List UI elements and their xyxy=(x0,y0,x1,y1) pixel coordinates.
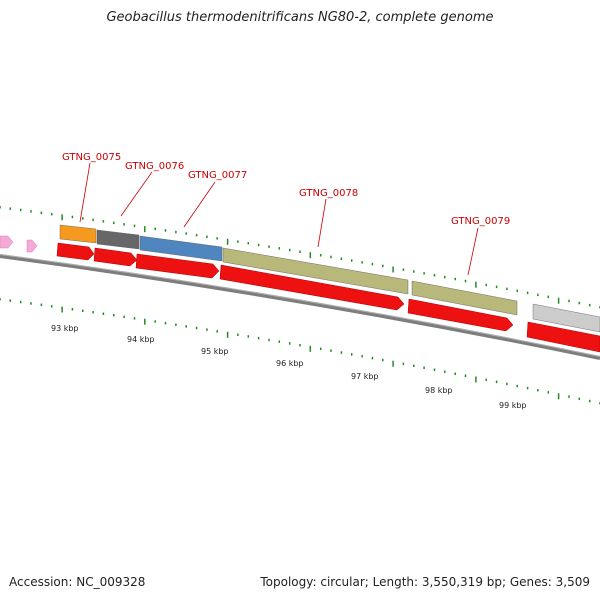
accession-label: Accession: NC_009328 xyxy=(9,575,146,589)
cds-arrow-gtng-0076[interactable] xyxy=(93,247,138,267)
gene-block-gtng-0077[interactable] xyxy=(139,235,223,262)
scale-label-96-kbp: 96 kbp xyxy=(276,359,304,368)
genome-backbone xyxy=(0,254,600,360)
leader-line-gtng-0079 xyxy=(467,227,479,276)
gene-block-gtng-0075[interactable] xyxy=(59,224,97,244)
scale-label-98-kbp: 98 kbp xyxy=(425,386,453,395)
cds-arrow-gtng-0079[interactable] xyxy=(407,298,514,332)
gene-label-gtng-0075[interactable]: GTNG_0075 xyxy=(62,152,121,163)
leader-line-gtng-0077 xyxy=(183,181,216,228)
pink-feature-arrow-1[interactable] xyxy=(0,235,14,249)
gene-block-gtng-0079[interactable] xyxy=(411,280,518,316)
gene-label-gtng-0079[interactable]: GTNG_0079 xyxy=(451,216,510,227)
inner-tick-ring xyxy=(0,298,600,405)
cds-arrow-next[interactable] xyxy=(526,321,600,353)
outer-tick-ring xyxy=(0,206,600,309)
cds-arrow-gtng-0078[interactable] xyxy=(219,264,405,311)
scale-label-94-kbp: 94 kbp xyxy=(127,335,155,344)
scale-label-97-kbp: 97 kbp xyxy=(351,372,379,381)
gene-label-gtng-0078[interactable]: GTNG_0078 xyxy=(299,188,358,199)
gene-block-gtng-0078[interactable] xyxy=(222,247,409,295)
cds-arrow-gtng-0075[interactable] xyxy=(56,242,95,261)
pink-feature-arrow-2[interactable] xyxy=(26,239,38,253)
leader-line-gtng-0076 xyxy=(120,171,153,217)
leader-line-gtng-0078 xyxy=(317,198,327,248)
cds-arrow-gtng-0077[interactable] xyxy=(135,253,220,279)
scale-label-95-kbp: 95 kbp xyxy=(201,347,229,356)
genome-backbone-highlight xyxy=(0,254,600,357)
gene-block-next-gene[interactable] xyxy=(532,303,600,333)
gene-block-gtng-0076[interactable] xyxy=(96,229,140,250)
scale-label-99-kbp: 99 kbp xyxy=(499,401,527,410)
scale-label-93-kbp: 93 kbp xyxy=(51,324,79,333)
leader-line-gtng-0075 xyxy=(79,162,91,223)
genome-summary-label: Topology: circular; Length: 3,550,319 bp… xyxy=(260,575,590,589)
genome-title: Geobacillus thermodenitrificans NG80-2, … xyxy=(106,10,494,25)
gene-label-gtng-0076[interactable]: GTNG_0076 xyxy=(125,161,184,172)
gene-label-gtng-0077[interactable]: GTNG_0077 xyxy=(188,170,247,181)
